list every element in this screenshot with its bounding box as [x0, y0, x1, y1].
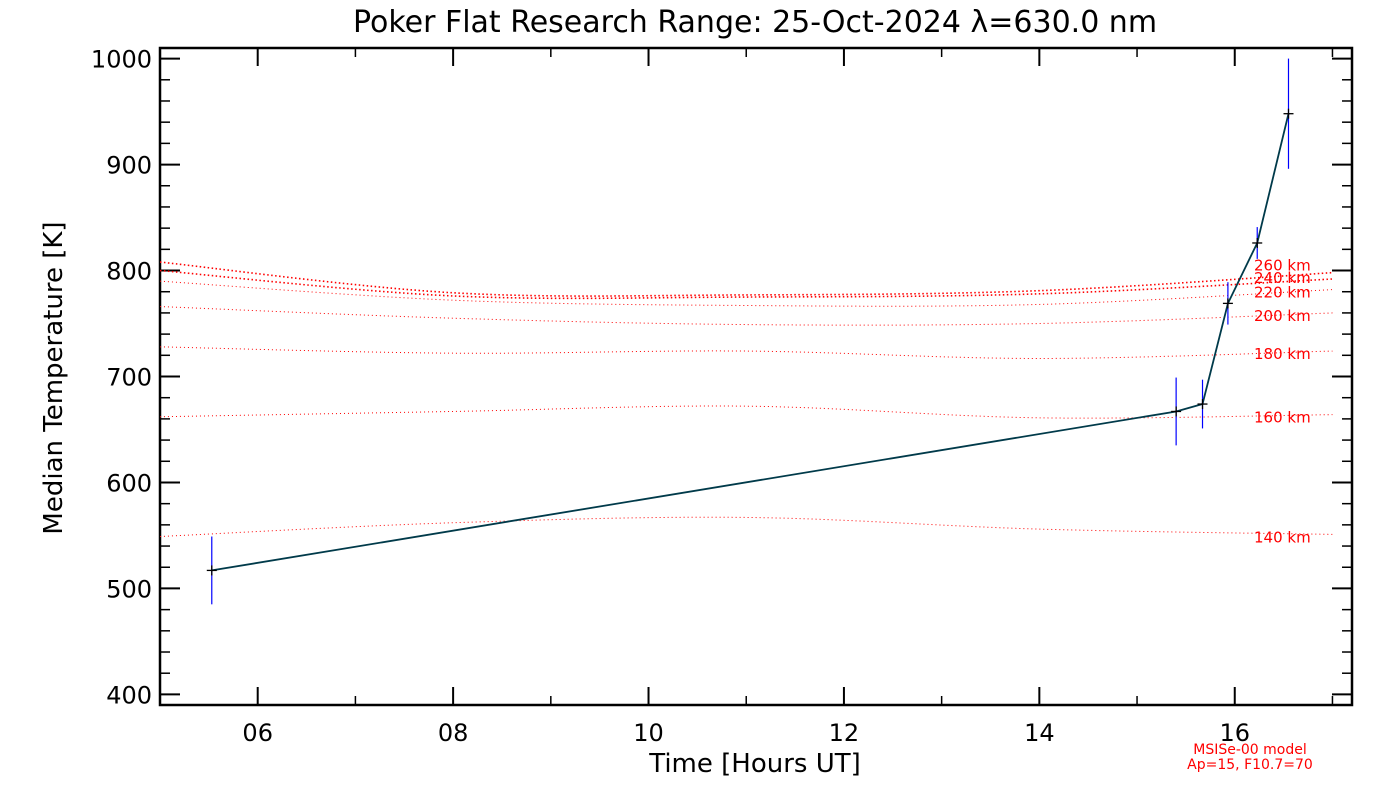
model-curve-220-km: [160, 280, 1333, 307]
y-tick-label: 400: [106, 681, 152, 709]
model-curve-label: 180 km: [1254, 345, 1311, 363]
model-curve-label: 240 km: [1254, 269, 1311, 287]
model-curve-200-km: [160, 306, 1333, 326]
y-tick-label: 700: [106, 364, 152, 392]
x-axis-label: Time [Hours UT]: [648, 749, 861, 779]
x-tick-label: 08: [438, 719, 469, 747]
model-curve-240-km: [160, 269, 1333, 300]
data-point: [1222, 298, 1233, 309]
model-curve-160-km: [160, 405, 1333, 419]
y-tick-label: 600: [106, 469, 152, 497]
model-annotation-line-2: Ap=15, F10.7=70: [1187, 757, 1313, 773]
x-tick-label: 10: [633, 719, 664, 747]
y-tick-label: 800: [106, 258, 152, 286]
measured-series: [206, 58, 1294, 605]
x-tick-label: 12: [829, 719, 860, 747]
model-curve-label: 160 km: [1254, 409, 1311, 427]
model-curve-label: 220 km: [1254, 284, 1311, 302]
data-point: [1283, 108, 1294, 119]
axes: 06 08 10 12 14 16 400 500 600 700 800 900 1000 140 km…: [91, 46, 1354, 747]
x-tick-label: 16: [1219, 719, 1250, 747]
y-tick-label: 1000: [91, 46, 152, 74]
x-tick-label: 06: [242, 719, 273, 747]
y-tick-label: 900: [106, 152, 152, 180]
data-point: [206, 565, 217, 576]
model-curve-label: 260 km: [1254, 257, 1311, 275]
model-curve-260-km: [160, 261, 1333, 297]
x-tick-label: 14: [1024, 719, 1055, 747]
model-curve-label: 140 km: [1254, 528, 1311, 546]
model-annotation-line-1: MSISe-00 model: [1193, 742, 1307, 758]
y-tick-label: 500: [106, 575, 152, 603]
measured-line: [211, 113, 1290, 572]
data-point: [1252, 237, 1263, 248]
model-curve-180-km: [160, 346, 1333, 359]
model-curve-label: 200 km: [1254, 307, 1311, 325]
model-curves: [160, 261, 1333, 538]
data-point: [1171, 406, 1182, 417]
chart-title: Poker Flat Research Range: 25-Oct-2024 λ…: [353, 5, 1157, 40]
data-point: [1197, 399, 1208, 410]
plot-frame: [158, 46, 1354, 707]
model-curve-140-km: [160, 516, 1333, 538]
y-axis-label: Median Temperature [K]: [39, 221, 69, 534]
